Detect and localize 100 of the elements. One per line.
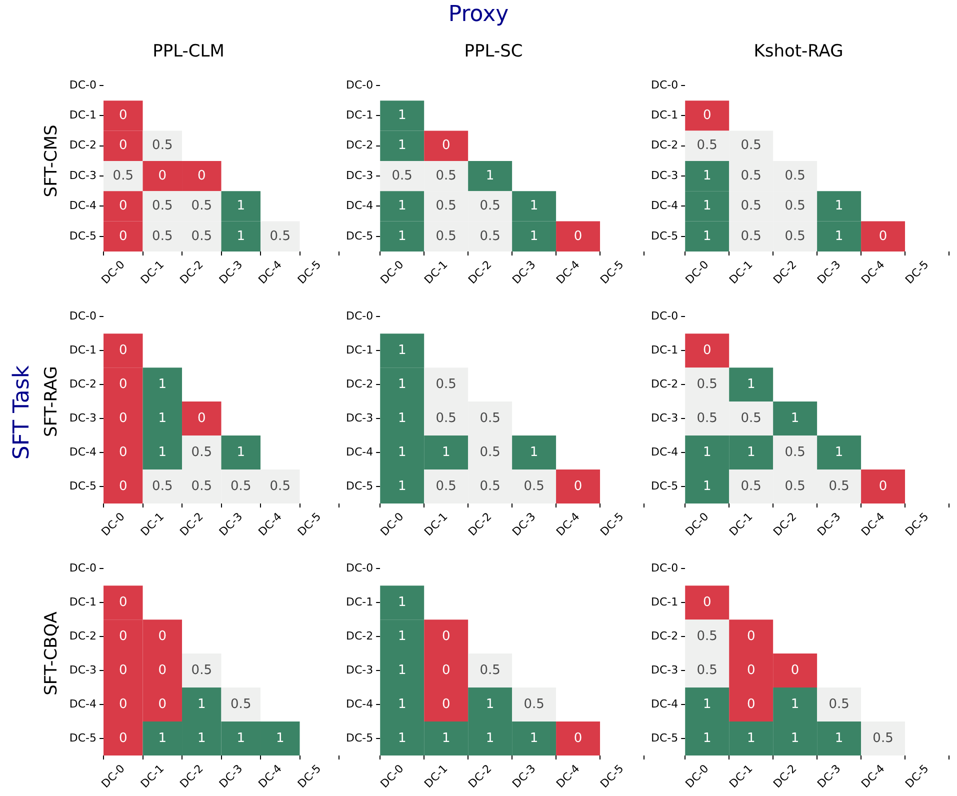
data-label: 0	[119, 138, 128, 154]
y-tick-label: DC-4	[69, 445, 97, 458]
data-label: 0.5	[152, 138, 173, 154]
data-label: 1	[398, 376, 406, 392]
data-label: 1	[530, 198, 538, 214]
data-label: 0	[119, 662, 128, 678]
y-tick-label: DC-3	[650, 411, 678, 424]
y-tick-label: DC-4	[650, 445, 678, 458]
y-tick-label: DC-0	[346, 78, 374, 92]
data-label: 1	[486, 730, 494, 746]
data-label: 0.5	[740, 410, 762, 426]
data-label: 1	[398, 228, 406, 244]
y-tick-label: DC-2	[69, 629, 97, 642]
data-label: 1	[834, 198, 844, 214]
data-label: 0	[197, 168, 206, 184]
data-label: 0	[119, 478, 128, 494]
data-label: 0	[119, 410, 128, 426]
data-label: 0.5	[436, 410, 456, 426]
y-tick-label: DC-5	[650, 479, 678, 492]
y-tick-label: DC-4	[69, 697, 97, 710]
data-label: 1	[236, 198, 246, 214]
data-label: 1	[834, 228, 844, 244]
data-label: 0	[158, 168, 167, 184]
y-tick-label: DC-3	[346, 411, 374, 424]
y-tick-label: DC-5	[346, 229, 374, 242]
data-label: 0	[442, 138, 450, 154]
y-tick-label: DC-1	[69, 108, 97, 122]
data-label: 0.5	[740, 138, 762, 154]
data-label: 0	[790, 662, 800, 678]
y-tick-label: DC-2	[346, 629, 374, 642]
y-tick-label: DC-1	[650, 595, 678, 608]
data-label: 0	[119, 376, 128, 392]
y-tick-label: DC-0	[650, 309, 678, 322]
y-tick-label: DC-3	[650, 168, 678, 182]
y-tick-label: DC-3	[346, 168, 374, 182]
y-tick-label: DC-5	[69, 479, 97, 492]
chart-title: PPL-SC	[464, 42, 523, 62]
chart-title: PPL-CLM	[152, 42, 224, 62]
data-label: 1	[398, 138, 406, 154]
y-tick-label: DC-3	[69, 411, 97, 424]
data-label: 1	[702, 168, 712, 184]
data-label: 0.5	[784, 444, 806, 460]
data-label: 0.5	[696, 410, 718, 426]
data-label: 1	[236, 444, 246, 460]
data-label: 0.5	[740, 228, 762, 244]
y-tick-label: DC-1	[346, 343, 374, 356]
data-label: 0.5	[784, 198, 806, 214]
y-tick-label: DC-2	[69, 138, 97, 152]
y-tick-label: DC-0	[346, 309, 374, 322]
data-label: 1	[276, 730, 284, 746]
data-label: 0	[574, 228, 582, 244]
data-label: 1	[746, 376, 756, 392]
y-axis-title: SFT-CMS	[42, 124, 62, 198]
y-tick-label: DC-1	[650, 108, 678, 122]
y-tick-label: DC-5	[69, 731, 97, 744]
data-label: 0	[119, 108, 128, 124]
data-label: 1	[702, 444, 712, 460]
y-tick-label: DC-2	[650, 629, 678, 642]
data-label: 0	[158, 662, 167, 678]
data-label: 1	[398, 730, 406, 746]
y-tick-label: DC-2	[69, 377, 97, 390]
y-tick-label: DC-2	[650, 377, 678, 390]
data-label: 1	[790, 730, 800, 746]
data-label: 0	[442, 628, 450, 644]
data-label: 0.5	[740, 168, 762, 184]
data-label: 0.5	[872, 730, 894, 746]
y-tick-label: DC-5	[650, 229, 678, 242]
data-label: 0	[574, 730, 582, 746]
data-label: 0	[119, 594, 128, 610]
data-label: 1	[746, 730, 756, 746]
text: SFT Task	[10, 364, 34, 462]
data-label: 0.5	[480, 410, 500, 426]
chart-title: Kshot-RAG	[754, 42, 844, 62]
data-label: 0.5	[740, 198, 762, 214]
data-label: 0	[119, 444, 128, 460]
y-axis-title: SFT-CBQA	[42, 611, 62, 696]
data-label: 0.5	[696, 628, 718, 644]
y-tick-label: DC-5	[346, 731, 374, 744]
data-label: 0.5	[191, 662, 212, 678]
data-label: 0.5	[436, 198, 456, 214]
y-tick-label: DC-4	[650, 697, 678, 710]
data-label: 0.5	[784, 168, 806, 184]
data-label: 0.5	[112, 168, 134, 184]
data-label: 0.5	[480, 228, 500, 244]
data-label: 0.5	[696, 138, 718, 154]
y-tick-label: DC-5	[346, 479, 374, 492]
data-label: 0.5	[784, 228, 806, 244]
data-label: 0	[197, 410, 206, 426]
data-label: 1	[398, 696, 406, 712]
data-label: 0	[158, 628, 167, 644]
data-label: 1	[398, 342, 406, 358]
data-label: 0.5	[480, 662, 500, 678]
data-label: 0	[119, 628, 128, 644]
y-tick-label: DC-5	[650, 731, 678, 744]
data-label: 1	[398, 478, 406, 494]
data-label: 0	[702, 342, 712, 358]
y-tick-label: DC-1	[346, 595, 374, 608]
data-label: 1	[398, 108, 406, 124]
data-label: 1	[197, 730, 206, 746]
data-label: 0.5	[480, 478, 500, 494]
